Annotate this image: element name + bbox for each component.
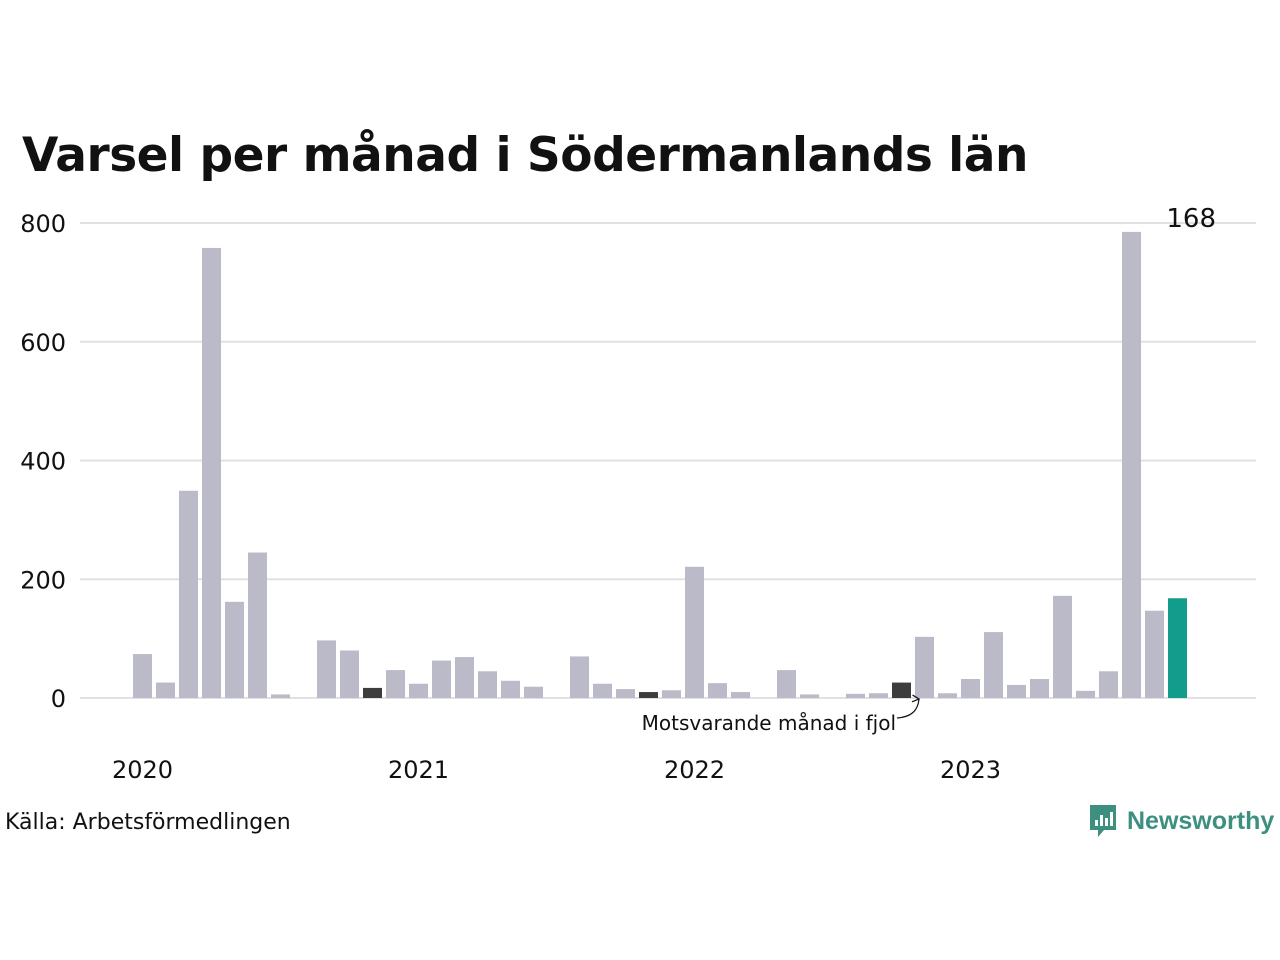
bar-2020-07 <box>225 601 244 698</box>
y-tick-label-0: 0 <box>51 685 66 713</box>
source-note: Källa: Arbetsförmedlingen <box>5 810 291 835</box>
bar-2022-12 <box>892 682 911 698</box>
bar-2022-08 <box>800 694 819 698</box>
y-tick-label-400: 400 <box>20 448 66 476</box>
bar-2022-04 <box>708 683 727 698</box>
x-year-label-2021: 2021 <box>388 756 449 784</box>
bar-2023-01 <box>915 636 934 698</box>
y-tick-label-600: 600 <box>20 329 66 357</box>
bar-2020-09 <box>271 694 290 698</box>
bar-2022-03 <box>685 566 704 698</box>
bar-2022-07 <box>777 670 796 698</box>
bars <box>133 231 1187 698</box>
y-axis-ticks: 0 200 400 600 800 <box>20 210 66 713</box>
bar-2023-06 <box>1030 679 1049 698</box>
bar-2021-06 <box>478 671 497 698</box>
bar-2021-12 <box>616 689 635 698</box>
x-year-label-2022: 2022 <box>664 756 725 784</box>
bar-2020-05 <box>179 490 198 698</box>
annotation-group: Motsvarande månad i fjol <box>642 699 919 735</box>
bar-2022-10 <box>846 693 865 698</box>
bar-2023-05 <box>1007 684 1026 698</box>
y-tick-label-200: 200 <box>20 566 66 594</box>
bar-2023-12 <box>1168 598 1187 698</box>
bar-2023-07 <box>1053 595 1072 698</box>
bar-2020-08 <box>248 552 267 698</box>
y-tick-label-800: 800 <box>20 210 66 238</box>
bar-2020-03 <box>133 654 152 698</box>
bar-2020-06 <box>202 247 221 698</box>
bar-2023-08 <box>1076 690 1095 698</box>
bar-2021-11 <box>593 683 612 698</box>
bar-2021-01 <box>363 687 382 698</box>
bar-2022-01 <box>639 692 658 698</box>
bar-2021-07 <box>501 680 520 698</box>
bar-2023-11 <box>1145 610 1164 698</box>
bar-2021-03 <box>409 683 428 698</box>
bar-2023-10 <box>1122 231 1141 698</box>
bar-2023-03 <box>961 679 980 698</box>
bar-2023-02 <box>938 693 957 698</box>
annotation-text: Motsvarande månad i fjol <box>642 711 896 735</box>
x-axis-year-labels: 2020 2021 2022 2023 <box>112 756 1001 784</box>
bar-2021-10 <box>570 656 589 698</box>
brand-name: Newsworthy <box>1127 806 1275 835</box>
bar-2023-09 <box>1099 671 1118 698</box>
bar-2020-12 <box>340 650 359 698</box>
bar-2023-04 <box>984 632 1003 698</box>
bar-2022-02 <box>662 690 681 698</box>
bar-2020-11 <box>317 640 336 698</box>
x-year-label-2023: 2023 <box>940 756 1001 784</box>
chart-title: Varsel per månad i Södermanlands län <box>22 128 1028 183</box>
bar-2021-02 <box>386 670 405 698</box>
newsworthy-logo-icon <box>1090 805 1116 837</box>
bar-2020-04 <box>156 682 175 698</box>
brand-logo: Newsworthy <box>1088 803 1274 839</box>
bar-2022-05 <box>731 692 750 698</box>
x-year-label-2020: 2020 <box>112 756 173 784</box>
bar-2022-11 <box>869 693 888 698</box>
annotation-arrow <box>896 699 919 719</box>
current-value-label: 168 <box>1166 204 1216 234</box>
bar-2021-04 <box>432 660 451 698</box>
bar-2021-08 <box>524 686 543 698</box>
bar-2021-05 <box>455 657 474 698</box>
